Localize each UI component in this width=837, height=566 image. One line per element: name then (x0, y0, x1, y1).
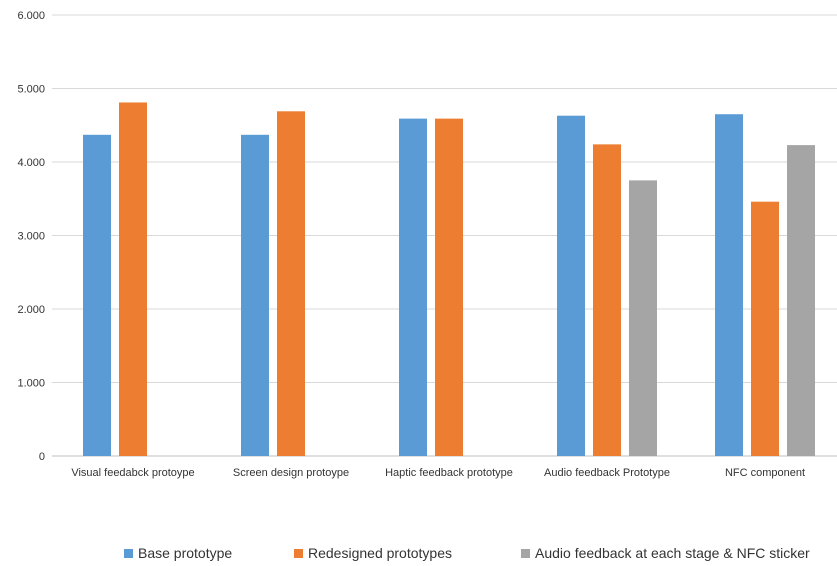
x-axis-categories: Visual feedabck protoype Screen design pr… (71, 467, 805, 479)
bar-base-prototype-3 (557, 115, 585, 456)
bar-audio-feedback-at-each-stage-nfc-sticker-4 (787, 145, 815, 456)
y-axis-ticks: 0 1.000 2.000 3.000 4.000 5.000 6.000 (17, 10, 45, 463)
bar-base-prototype-2 (399, 118, 427, 456)
x-category-label: Visual feedabck protoype (71, 467, 194, 479)
x-category-label: NFC component (725, 467, 805, 479)
y-tick-label: 3.000 (17, 231, 45, 243)
y-tick-label: 4.000 (17, 157, 45, 169)
bar-base-prototype-1 (241, 134, 269, 456)
bar-redesigned-prototypes-4 (751, 201, 779, 456)
legend: Base prototype Redesigned prototypes Audio… (124, 545, 810, 561)
x-category-label: Audio feedback Prototype (544, 467, 670, 479)
legend-label: Base prototype (138, 545, 232, 561)
y-tick-label: 1.000 (17, 378, 45, 390)
bar-audio-feedback-at-each-stage-nfc-sticker-3 (629, 180, 657, 456)
x-category-label: Haptic feedback prototype (385, 467, 513, 479)
bar-redesigned-prototypes-0 (119, 102, 147, 456)
bar-redesigned-prototypes-3 (593, 144, 621, 457)
y-tick-label: 0 (39, 451, 45, 463)
legend-swatch (294, 549, 303, 558)
bars (83, 102, 815, 457)
legend-label: Audio feedback at each stage & NFC stick… (535, 545, 810, 561)
legend-label: Redesigned prototypes (308, 545, 452, 561)
legend-swatch (124, 549, 133, 558)
x-category-label: Screen design protoype (233, 467, 349, 479)
bar-base-prototype-4 (715, 114, 743, 456)
y-tick-label: 2.000 (17, 304, 45, 316)
y-tick-label: 5.000 (17, 84, 45, 96)
bar-redesigned-prototypes-1 (277, 111, 305, 456)
bar-base-prototype-0 (83, 134, 111, 456)
bar-redesigned-prototypes-2 (435, 118, 463, 456)
y-tick-label: 6.000 (17, 10, 45, 22)
legend-swatch (521, 549, 530, 558)
